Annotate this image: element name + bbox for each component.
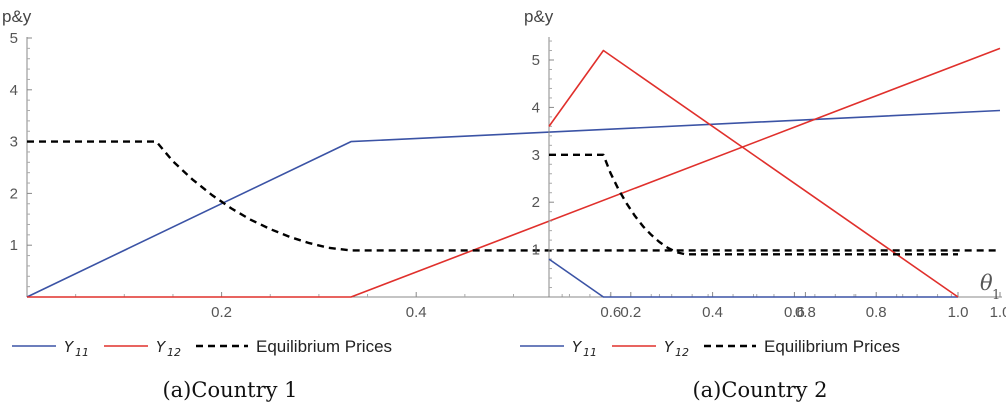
x-tick-label: 0.6: [600, 304, 621, 321]
x-tick-label: 0.8: [795, 304, 816, 321]
x-axis-label-sub: 1: [992, 288, 1000, 303]
legend-item-3: Equilibrium Prices: [704, 337, 900, 356]
legend-item-1: Y 11: [12, 338, 89, 359]
legend-symbol: Y: [156, 338, 167, 356]
series-line-3: [27, 140, 1000, 252]
chart-1: 0.20.40.60.81.012345p&yθ1Y11Y12Equilibri…: [2, 7, 1006, 402]
legend-item-2: Y 12: [104, 338, 181, 359]
x-tick-label: 0.4: [702, 304, 723, 321]
legend-symbol-sub: 11: [75, 346, 89, 359]
x-tick-label: 0.6: [784, 304, 805, 321]
series-line-1: [26, 109, 1001, 298]
x-tick-label: 0.2: [211, 304, 232, 321]
legend-item-3: Equilibrium Prices: [196, 337, 392, 356]
x-tick-label: 1.0: [948, 304, 969, 321]
legend-symbol: Y: [572, 338, 583, 356]
series-line-2: [27, 47, 1001, 298]
x-axis-label: θ: [980, 271, 993, 295]
y-tick-label: 5: [10, 30, 18, 47]
y-tick-label: 1: [532, 242, 540, 259]
legend-symbol: Y: [64, 338, 75, 356]
series-line-1: [548, 258, 958, 298]
y-axis-label: p&y: [524, 7, 554, 26]
legend-symbol-sub: 12: [675, 346, 689, 359]
legend-symbol: Y: [664, 338, 675, 356]
caption: (a)Country 2: [692, 378, 827, 402]
y-tick-label: 3: [532, 147, 540, 164]
legend-label: Equilibrium Prices: [764, 337, 900, 356]
x-tick-label: 0.2: [620, 304, 641, 321]
legend-item-2: Y 12: [612, 338, 689, 359]
legend-symbol-sub: 11: [583, 346, 597, 359]
series-line-2: [548, 49, 959, 298]
x-tick-label: 1.0: [990, 304, 1006, 321]
caption: (a)Country 1: [162, 378, 297, 402]
series-line-3: [549, 153, 958, 256]
y-tick-label: 2: [10, 185, 18, 202]
y-tick-label: 3: [10, 134, 18, 151]
legend-item-1: Y 11: [520, 338, 597, 359]
y-tick-label: 4: [10, 82, 18, 99]
y-tick-label: 4: [532, 99, 540, 116]
x-tick-label: 0.8: [866, 304, 887, 321]
legend-symbol-sub: 12: [167, 346, 181, 359]
y-axis-label: p&y: [2, 7, 32, 26]
legend-label: Equilibrium Prices: [256, 337, 392, 356]
y-tick-label: 5: [532, 52, 540, 69]
y-tick-label: 2: [532, 194, 540, 211]
y-tick-label: 1: [10, 237, 18, 254]
x-tick-label: 0.4: [406, 304, 427, 321]
